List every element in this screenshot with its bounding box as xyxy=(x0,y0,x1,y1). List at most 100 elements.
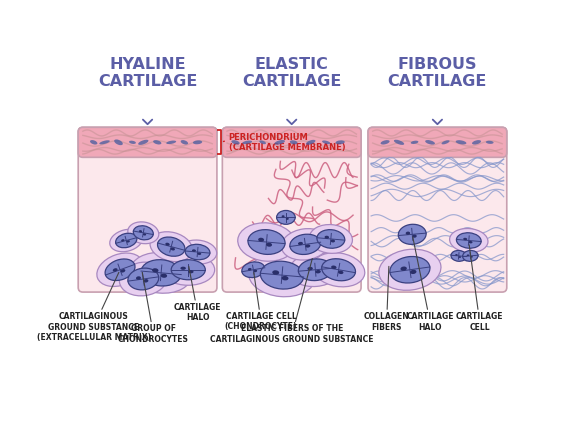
Ellipse shape xyxy=(99,140,110,144)
Ellipse shape xyxy=(410,270,416,274)
Ellipse shape xyxy=(143,233,146,235)
Ellipse shape xyxy=(258,238,264,241)
Ellipse shape xyxy=(456,233,481,248)
Ellipse shape xyxy=(161,273,167,278)
Ellipse shape xyxy=(442,140,450,144)
Ellipse shape xyxy=(331,239,335,242)
Ellipse shape xyxy=(286,218,289,220)
Text: FIBROUS
CARTILAGE: FIBROUS CARTILAGE xyxy=(388,57,487,89)
Ellipse shape xyxy=(338,270,343,274)
Text: CARTILAGE CELL
(CHONDROCYTE): CARTILAGE CELL (CHONDROCYTE) xyxy=(225,273,297,331)
Ellipse shape xyxy=(324,236,329,239)
Ellipse shape xyxy=(192,249,196,252)
Ellipse shape xyxy=(309,225,353,253)
Bar xyxy=(371,130,503,156)
Ellipse shape xyxy=(113,268,118,272)
Ellipse shape xyxy=(322,259,355,281)
Ellipse shape xyxy=(153,140,161,144)
Ellipse shape xyxy=(331,266,336,269)
Ellipse shape xyxy=(282,229,329,260)
Ellipse shape xyxy=(450,229,488,252)
Ellipse shape xyxy=(298,259,332,281)
Ellipse shape xyxy=(412,235,416,238)
Ellipse shape xyxy=(306,140,316,145)
Ellipse shape xyxy=(166,140,176,144)
Ellipse shape xyxy=(185,244,210,260)
Ellipse shape xyxy=(138,140,149,145)
Ellipse shape xyxy=(312,253,365,287)
Ellipse shape xyxy=(381,140,389,145)
Ellipse shape xyxy=(458,256,461,258)
Ellipse shape xyxy=(171,260,205,280)
Ellipse shape xyxy=(165,243,170,246)
Ellipse shape xyxy=(248,268,252,270)
Text: CARTILAGINOUS
GROUND SUBSTANCE
(EXTRACELLULAR MATRIX): CARTILAGINOUS GROUND SUBSTANCE (EXTRACEL… xyxy=(37,272,151,342)
Ellipse shape xyxy=(451,251,467,261)
Ellipse shape xyxy=(272,270,279,275)
Ellipse shape xyxy=(128,222,159,244)
Ellipse shape xyxy=(152,268,158,273)
Ellipse shape xyxy=(248,254,316,297)
Ellipse shape xyxy=(266,243,272,247)
FancyBboxPatch shape xyxy=(78,127,217,157)
Ellipse shape xyxy=(463,238,467,240)
Ellipse shape xyxy=(143,279,149,283)
Ellipse shape xyxy=(105,259,135,280)
FancyBboxPatch shape xyxy=(222,127,361,292)
Ellipse shape xyxy=(260,261,304,289)
Ellipse shape xyxy=(463,251,478,261)
Ellipse shape xyxy=(411,141,418,144)
Ellipse shape xyxy=(253,270,257,272)
Ellipse shape xyxy=(305,245,310,248)
Ellipse shape xyxy=(181,140,188,145)
Ellipse shape xyxy=(406,232,410,235)
Ellipse shape xyxy=(467,254,469,256)
Ellipse shape xyxy=(289,253,342,286)
Text: HYALINE
CARTILAGE: HYALINE CARTILAGE xyxy=(98,57,197,89)
Ellipse shape xyxy=(232,140,240,144)
Ellipse shape xyxy=(193,140,202,144)
Ellipse shape xyxy=(114,140,123,145)
Ellipse shape xyxy=(121,239,124,241)
Ellipse shape xyxy=(242,262,265,278)
Ellipse shape xyxy=(274,140,285,145)
Text: ELASTIC FIBERS OF THE
CARTILAGINOUS GROUND SUBSTANCE: ELASTIC FIBERS OF THE CARTILAGINOUS GROU… xyxy=(210,259,374,344)
Ellipse shape xyxy=(298,242,303,245)
Ellipse shape xyxy=(394,140,404,145)
Ellipse shape xyxy=(468,241,472,243)
FancyBboxPatch shape xyxy=(222,127,361,157)
Ellipse shape xyxy=(133,226,153,240)
Ellipse shape xyxy=(308,267,313,270)
Text: COLLAGEN
FIBERS: COLLAGEN FIBERS xyxy=(364,267,410,331)
Text: GROUP OF
CHONDROCYTES: GROUP OF CHONDROCYTES xyxy=(118,273,189,344)
Ellipse shape xyxy=(139,230,142,232)
Text: CARTILAGE
CELL: CARTILAGE CELL xyxy=(456,245,503,331)
Ellipse shape xyxy=(242,140,252,144)
Ellipse shape xyxy=(400,267,407,271)
Ellipse shape xyxy=(150,232,192,261)
Ellipse shape xyxy=(198,252,201,255)
Ellipse shape xyxy=(179,240,217,264)
Ellipse shape xyxy=(425,140,435,145)
Bar xyxy=(81,130,214,156)
Text: CARTILAGE
HALO: CARTILAGE HALO xyxy=(406,237,454,331)
Ellipse shape xyxy=(456,140,467,144)
Ellipse shape xyxy=(317,230,345,248)
Ellipse shape xyxy=(180,267,186,270)
Ellipse shape xyxy=(282,276,289,280)
Ellipse shape xyxy=(188,270,194,273)
Ellipse shape xyxy=(290,140,297,144)
Ellipse shape xyxy=(157,237,185,256)
Ellipse shape xyxy=(322,140,331,144)
Ellipse shape xyxy=(316,270,321,273)
Ellipse shape xyxy=(238,223,295,261)
Text: CARTILAGE
HALO: CARTILAGE HALO xyxy=(174,266,221,322)
Ellipse shape xyxy=(116,233,137,248)
Ellipse shape xyxy=(335,140,345,144)
Ellipse shape xyxy=(472,140,481,145)
Ellipse shape xyxy=(290,234,321,254)
Ellipse shape xyxy=(97,253,143,286)
Ellipse shape xyxy=(282,215,285,217)
Bar xyxy=(225,130,358,156)
Ellipse shape xyxy=(129,141,136,144)
